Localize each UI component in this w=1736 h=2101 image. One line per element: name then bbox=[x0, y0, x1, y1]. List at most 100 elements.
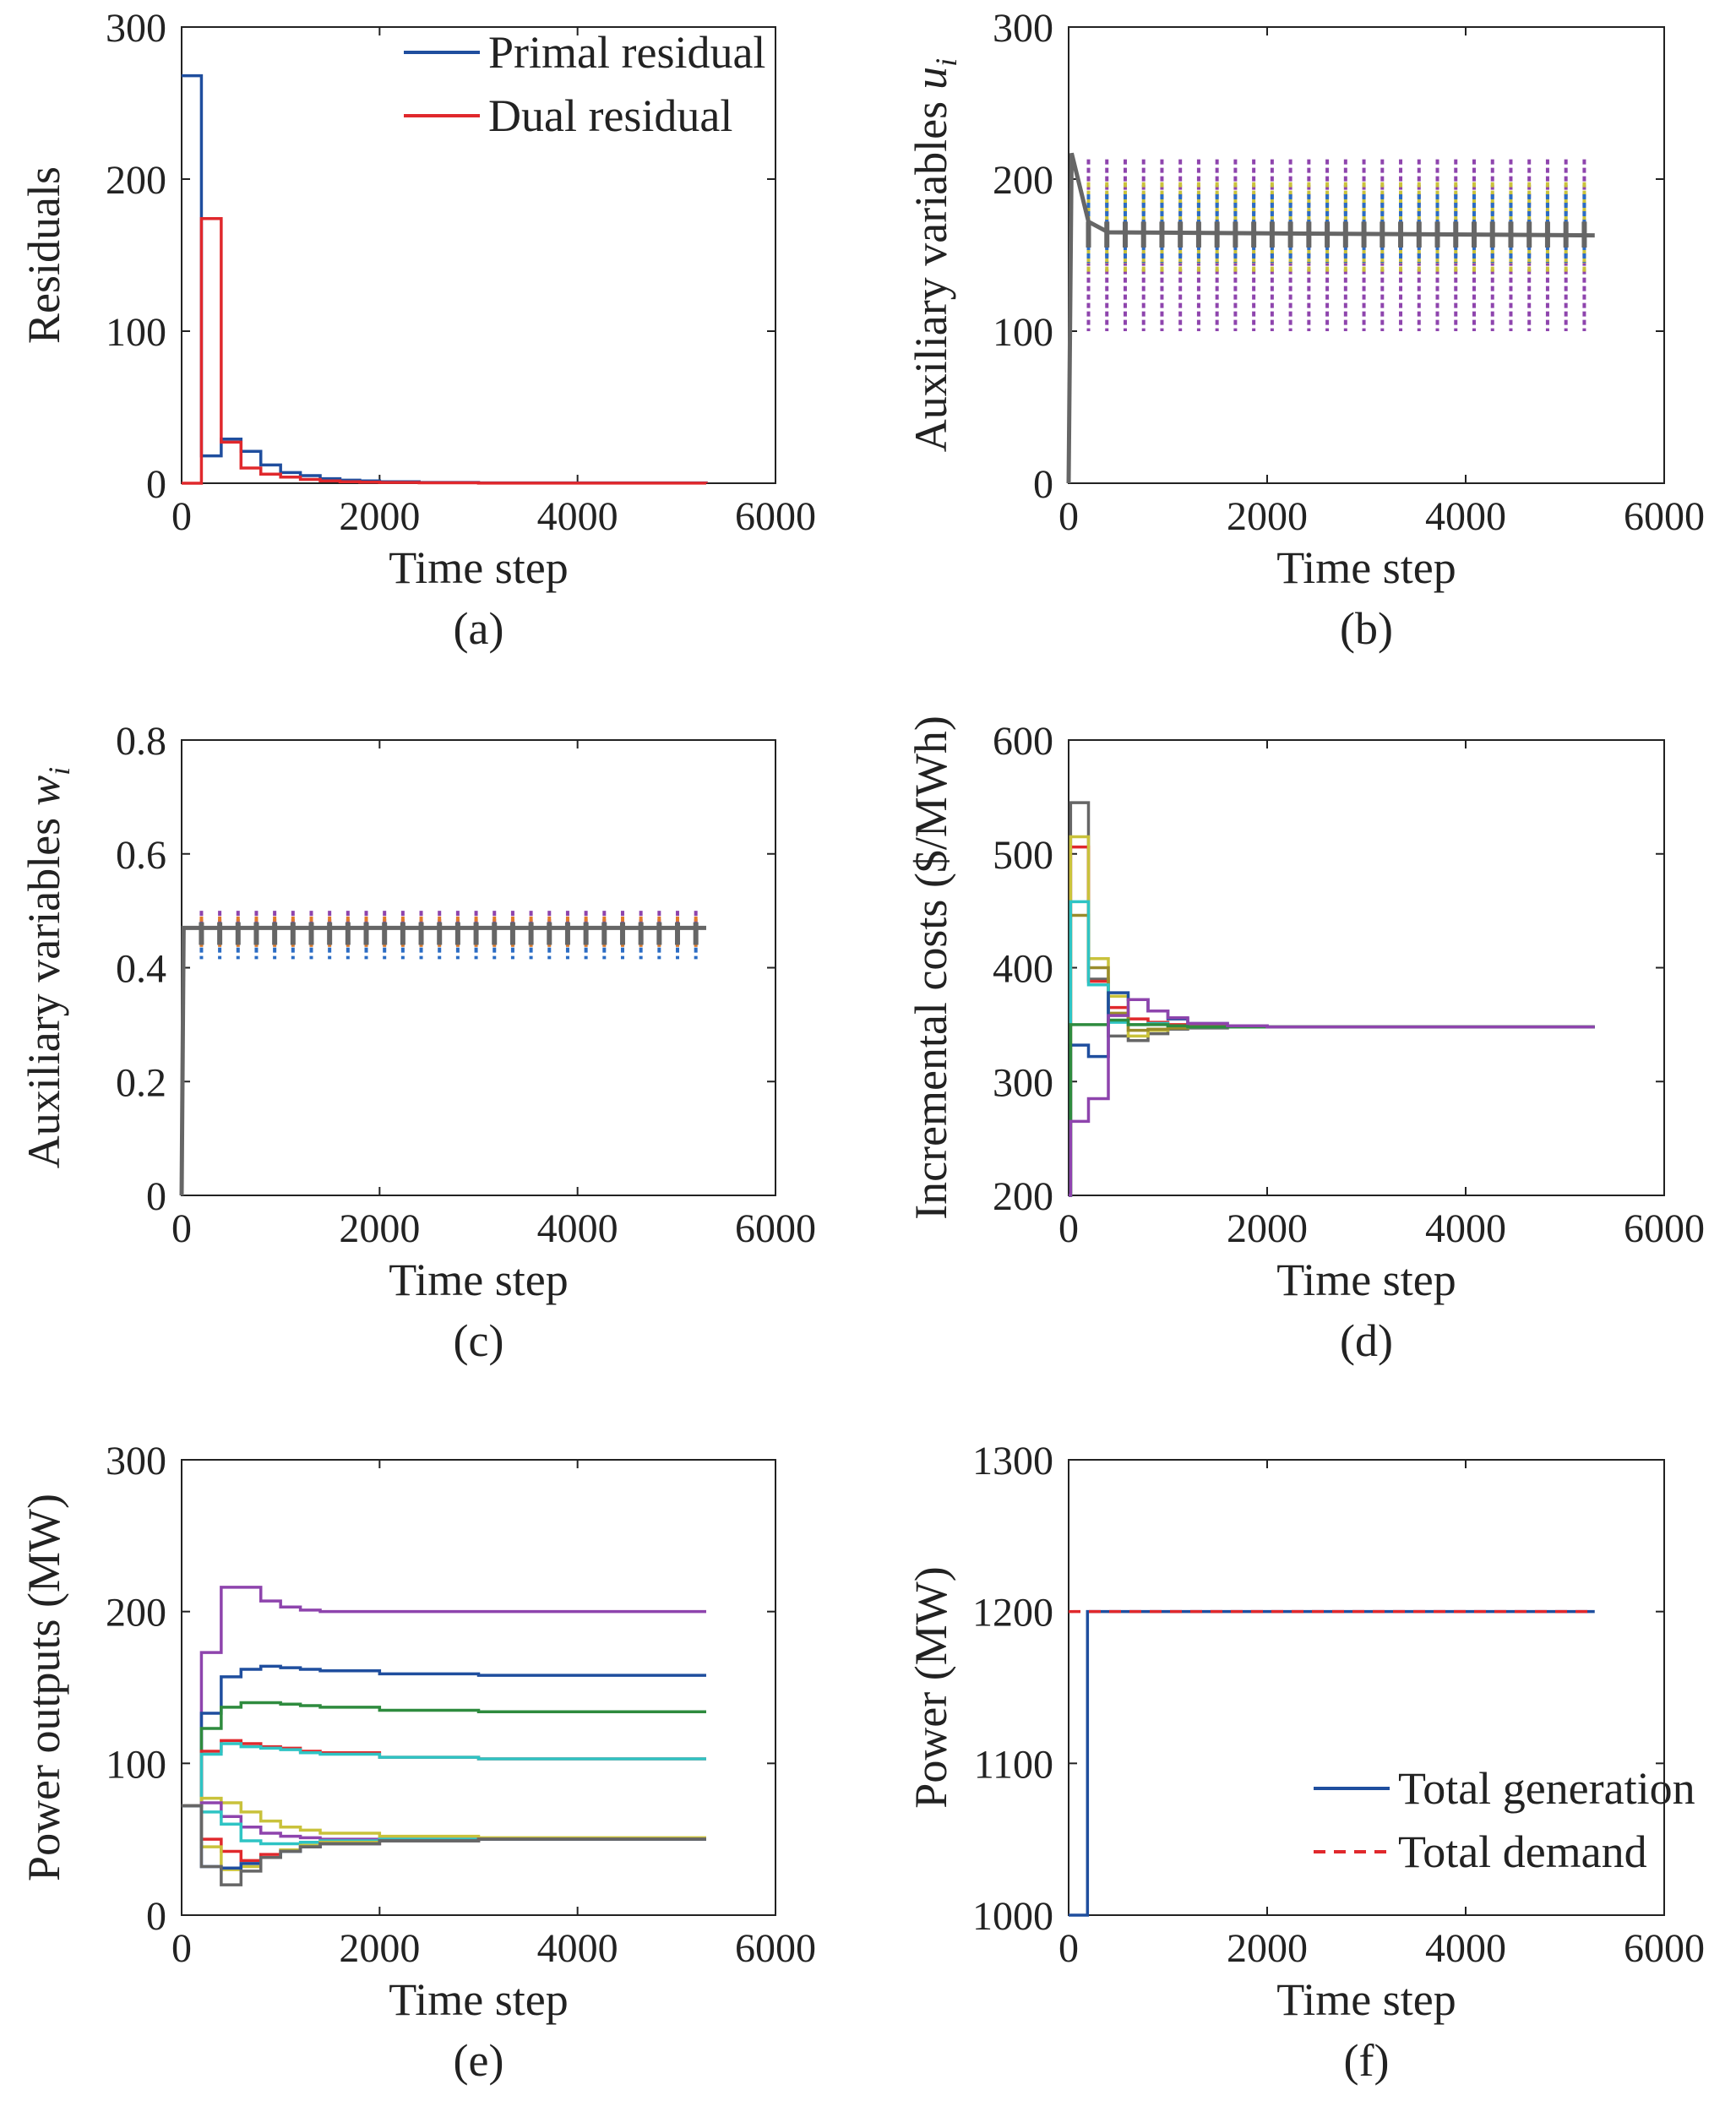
y-tick-label: 200 bbox=[993, 1174, 1053, 1219]
panel-b: 0 2000 4000 6000 0 100 200 300 Time step (b) Auxil… bbox=[906, 6, 1705, 654]
series-line-7 bbox=[1069, 998, 1595, 1197]
y-axis-label-text: Auxiliary variables bbox=[906, 101, 956, 452]
y-tick-label: 0 bbox=[146, 1894, 166, 1939]
panel-e: 0 2000 4000 6000 0 100 200 300 Time step (e) Power… bbox=[19, 1439, 816, 2086]
y-axis-label-subscript: i bbox=[929, 58, 963, 67]
y-tick-label: 0 bbox=[146, 462, 166, 507]
x-tick-label: 0 bbox=[1058, 494, 1079, 539]
series-line-11 bbox=[182, 1804, 706, 1886]
y-axis-label-variable: w bbox=[19, 776, 69, 806]
x-tick-label: 6000 bbox=[1624, 1206, 1705, 1251]
plot-area bbox=[1069, 801, 1595, 1197]
y-axis-label: Incremental costs ($/MWh) bbox=[906, 716, 956, 1220]
panel-caption: (c) bbox=[454, 1315, 504, 1366]
y-tick-label: 300 bbox=[106, 1439, 166, 1483]
series-line-3 bbox=[1069, 913, 1595, 1197]
legend-label: Primal residual bbox=[488, 27, 765, 78]
legend-label: Dual residual bbox=[488, 90, 732, 141]
x-tick-label: 4000 bbox=[537, 1206, 618, 1251]
y-axis-label: Power outputs (MW) bbox=[19, 1494, 69, 1881]
plot-frame bbox=[181, 739, 776, 1196]
panel-caption: (d) bbox=[1340, 1315, 1393, 1366]
plot-frame bbox=[1068, 26, 1665, 484]
y-tick-label: 200 bbox=[106, 158, 166, 203]
y-tick-label: 100 bbox=[106, 310, 166, 355]
y-tick-label: 1100 bbox=[974, 1742, 1053, 1787]
x-tick-label: 2000 bbox=[339, 494, 420, 539]
y-tick-label: 1300 bbox=[972, 1439, 1053, 1483]
y-axis-label-subscript: i bbox=[42, 767, 76, 776]
y-axis-label-text: Incremental costs ($/MWh) bbox=[906, 716, 956, 1220]
y-tick-label: 100 bbox=[993, 310, 1053, 355]
x-tick-label: 0 bbox=[1058, 1206, 1079, 1251]
y-tick-label: 200 bbox=[993, 158, 1053, 203]
x-axis-label: Time step bbox=[389, 542, 569, 593]
y-axis-label-text: Auxiliary variables bbox=[19, 818, 69, 1168]
x-axis-label: Time step bbox=[1276, 1255, 1456, 1305]
y-axis-label-variable: u bbox=[906, 67, 956, 90]
series-line-5 bbox=[182, 1796, 706, 1840]
x-tick-label: 2000 bbox=[1227, 1206, 1308, 1251]
y-tick-label: 1200 bbox=[972, 1591, 1053, 1636]
series-line-4 bbox=[1069, 900, 1595, 1197]
y-tick-label: 400 bbox=[993, 947, 1053, 992]
series-line-4 bbox=[182, 1742, 706, 1808]
legend-label: Total demand bbox=[1398, 1826, 1647, 1877]
panel-caption: (b) bbox=[1340, 603, 1393, 654]
x-tick-label: 2000 bbox=[1227, 1926, 1308, 1971]
panel-c: 0 2000 4000 6000 0 0.2 0.4 0.6 0.8 Time step (c) Au… bbox=[19, 719, 816, 1366]
panel-caption: (a) bbox=[454, 603, 504, 654]
y-tick-label: 0.8 bbox=[116, 719, 166, 764]
x-tick-label: 0 bbox=[171, 1206, 192, 1251]
series-line-2 bbox=[182, 1701, 706, 1808]
legend-label: Total generation bbox=[1398, 1763, 1695, 1814]
plot-frame bbox=[1068, 1459, 1665, 1916]
panel-caption: (f) bbox=[1344, 2035, 1390, 2086]
y-tick-label: 0.2 bbox=[116, 1060, 166, 1105]
y-tick-label: 0 bbox=[1033, 462, 1053, 507]
y-tick-label: 0.6 bbox=[116, 833, 166, 878]
y-axis-label: Auxiliary variables wi bbox=[19, 767, 76, 1168]
x-axis-label: Time step bbox=[1276, 542, 1456, 593]
oscillation-core bbox=[1086, 221, 1587, 248]
y-axis-label-text: Power outputs (MW) bbox=[19, 1494, 69, 1881]
series-line-6 bbox=[182, 1801, 706, 1841]
x-tick-label: 4000 bbox=[537, 1926, 618, 1971]
series-line-3 bbox=[182, 1739, 706, 1808]
series-line-2 bbox=[1069, 835, 1595, 1197]
series-line-6 bbox=[1069, 1018, 1595, 1197]
y-tick-label: 1000 bbox=[972, 1894, 1053, 1939]
y-tick-label: 0 bbox=[146, 1174, 166, 1219]
series-line-0 bbox=[182, 1586, 706, 1808]
plot-area bbox=[179, 911, 706, 1196]
y-axis-label-text: Residuals bbox=[19, 166, 69, 344]
x-axis-label: Time step bbox=[389, 1974, 569, 2025]
x-tick-label: 6000 bbox=[735, 1206, 816, 1251]
x-tick-label: 2000 bbox=[339, 1926, 420, 1971]
panel-f: 0 2000 4000 6000 1000 1100 1200 1300 Time step (f… bbox=[906, 1439, 1705, 2086]
plot-area bbox=[1069, 1609, 1595, 1917]
x-tick-label: 4000 bbox=[1425, 494, 1506, 539]
y-tick-label: 500 bbox=[993, 833, 1053, 878]
x-tick-label: 4000 bbox=[537, 494, 618, 539]
oscillation-core bbox=[199, 922, 699, 945]
x-tick-label: 2000 bbox=[339, 1206, 420, 1251]
y-axis-label-text: Power (MW) bbox=[906, 1566, 956, 1808]
series-line-1 bbox=[1069, 845, 1595, 1197]
panel-caption: (e) bbox=[454, 2035, 504, 2086]
plot-frame bbox=[1068, 739, 1665, 1196]
x-axis-label: Time step bbox=[389, 1255, 569, 1305]
x-axis-label: Time step bbox=[1276, 1974, 1456, 2025]
y-tick-label: 300 bbox=[993, 6, 1053, 51]
y-tick-label: 600 bbox=[993, 719, 1053, 764]
plot-area bbox=[1066, 152, 1595, 484]
x-tick-label: 0 bbox=[171, 1926, 192, 1971]
panel-a: 0 2000 4000 6000 0 100 200 300 Time step (a) Resid… bbox=[19, 6, 816, 654]
x-tick-label: 0 bbox=[1058, 1926, 1079, 1971]
y-axis-label: Residuals bbox=[19, 166, 69, 344]
x-tick-label: 0 bbox=[171, 494, 192, 539]
x-tick-label: 6000 bbox=[1624, 1926, 1705, 1971]
y-tick-label: 200 bbox=[106, 1591, 166, 1636]
x-tick-label: 2000 bbox=[1227, 494, 1308, 539]
